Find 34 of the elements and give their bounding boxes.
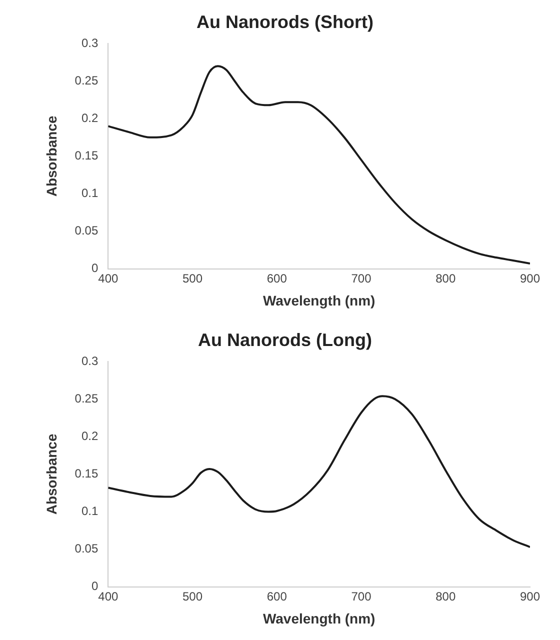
y-tick-label: 0.3	[81, 354, 98, 368]
y-tick-label: 0.1	[81, 504, 98, 518]
x-tick-label: 600	[266, 271, 288, 286]
chart-title: Au Nanorods (Short)	[196, 12, 374, 32]
x-tick-label: 400	[98, 271, 118, 286]
y-tick-label: 0.05	[74, 224, 98, 238]
y-axis-title: Absorbance	[43, 434, 60, 515]
x-tick-label: 500	[182, 589, 203, 604]
chart-title: Au Nanorods (Long)	[198, 330, 372, 350]
x-axis-title: Wavelength (nm)	[262, 610, 376, 626]
y-axis-title: Absorbance	[43, 116, 60, 197]
x-tick-label: 800	[436, 271, 456, 286]
y-tick-label: 0.05	[74, 542, 98, 556]
line-series	[108, 395, 530, 548]
x-tick-label: 700	[351, 589, 372, 604]
x-tick-label: 400	[98, 589, 118, 604]
y-tick-label: 0.1	[81, 186, 98, 200]
y-tick-label: 0.15	[74, 466, 98, 481]
y-tick-label: 0	[91, 579, 98, 594]
x-axis-title: Wavelength (nm)	[262, 292, 376, 308]
line-series	[108, 65, 530, 265]
x-tick-label: 600	[266, 589, 288, 604]
y-tick-label: 0.25	[74, 73, 98, 88]
y-tick-label: 0.15	[74, 148, 98, 163]
x-tick-label: 800	[436, 589, 456, 604]
y-tick-label: 0	[91, 261, 98, 276]
x-tick-label: 700	[351, 271, 372, 286]
x-tick-label: 500	[182, 271, 203, 286]
y-tick-label: 0.3	[81, 36, 98, 50]
x-tick-label: 900	[520, 271, 540, 286]
y-tick-label: 0.2	[81, 428, 98, 443]
x-tick-label: 900	[520, 589, 540, 604]
y-tick-label: 0.25	[74, 391, 98, 406]
y-tick-label: 0.2	[81, 110, 98, 125]
